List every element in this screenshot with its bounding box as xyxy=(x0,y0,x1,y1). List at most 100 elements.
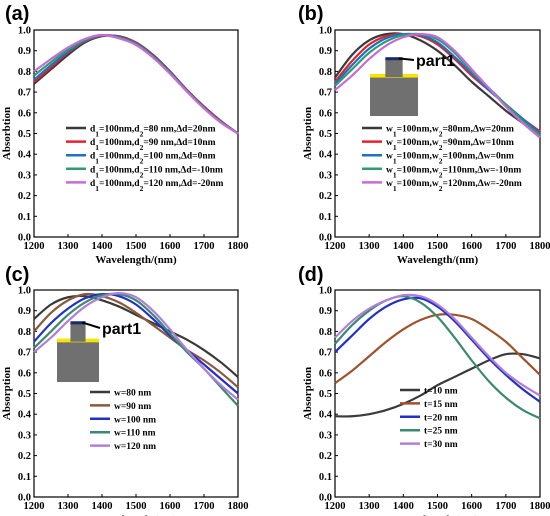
y-tick-label: 0.3 xyxy=(319,430,332,441)
x-tick-label: 1200 xyxy=(325,241,346,252)
x-tick-label: 1500 xyxy=(126,501,147,512)
x-tick-label: 1400 xyxy=(92,241,113,252)
y-tick-label: 0.8 xyxy=(319,67,332,78)
y-tick-label: 0.2 xyxy=(319,191,332,202)
x-tick-label: 1700 xyxy=(495,501,516,512)
x-tick-label: 1300 xyxy=(359,501,380,512)
y-tick-label: 0.9 xyxy=(18,46,31,57)
x-tick-label: 1800 xyxy=(530,501,550,512)
x-tick-label: 1500 xyxy=(126,241,147,252)
y-tick-label: 0.7 xyxy=(18,348,31,359)
inset-structure: part1 xyxy=(57,321,141,382)
series-line-3 xyxy=(334,32,541,135)
x-tick-label: 1200 xyxy=(325,501,346,512)
y-tick-label: 0.6 xyxy=(319,108,332,119)
legend-label-1: t=10 nm xyxy=(424,387,458,397)
y-tick-label: 0.7 xyxy=(18,88,31,99)
substrate-block xyxy=(57,340,99,382)
y-tick-label: 0.2 xyxy=(319,451,332,462)
x-tick-label: 1400 xyxy=(393,241,414,252)
y-tick-label: 0.9 xyxy=(319,46,332,57)
x-tick-label: 1700 xyxy=(194,241,215,252)
series-line-5 xyxy=(334,293,541,397)
y-tick-label: 0.8 xyxy=(319,327,332,338)
y-tick-label: 0.2 xyxy=(18,191,31,202)
pillar-block xyxy=(385,59,403,77)
y-tick-label: 0.3 xyxy=(319,170,332,181)
x-axis-label: Wavelength/(nm) xyxy=(397,514,479,516)
y-tick-label: 0.1 xyxy=(18,472,31,483)
y-tick-label: 0.4 xyxy=(18,410,32,421)
x-tick-label: 1300 xyxy=(58,241,79,252)
y-tick-label: 0.3 xyxy=(18,170,31,181)
top-strip xyxy=(385,57,403,61)
panel-label: (d) xyxy=(298,264,324,286)
legend-label-3: t=20 nm xyxy=(424,413,458,423)
legend-label-5: t=30 nm xyxy=(424,440,458,450)
legend-label-3: w1=100nm,w2=100nm,Δw=0nm xyxy=(386,152,514,166)
series-line-5 xyxy=(33,292,239,401)
series-line-3 xyxy=(33,292,239,395)
top-strip xyxy=(70,321,86,325)
x-tick-label: 1300 xyxy=(359,241,380,252)
y-tick-label: 0.8 xyxy=(18,67,31,78)
callout-pointer xyxy=(398,57,415,61)
x-tick-label: 1800 xyxy=(228,501,249,512)
legend-label-3: w=100 nm xyxy=(114,415,156,425)
legend-label-1: w=80 nm xyxy=(114,389,151,399)
x-tick-label: 1200 xyxy=(24,501,45,512)
y-tick-label: 0.5 xyxy=(18,129,31,140)
pillar-block xyxy=(70,323,86,342)
y-tick-label: 0.5 xyxy=(18,389,31,400)
series-line-1 xyxy=(334,352,541,418)
legend-label-5: w=120 nm xyxy=(114,442,156,452)
y-tick-label: 0.6 xyxy=(18,368,31,379)
x-tick-label: 1600 xyxy=(461,501,482,512)
y-tick-label: 0.1 xyxy=(319,472,332,483)
series-line-5 xyxy=(334,33,541,139)
x-axis-label: Wavelength/(nm) xyxy=(397,254,479,266)
legend-label-1: d1=100nm,d2=80 nm,Δd=20nm xyxy=(90,125,216,139)
y-tick-label: 0.1 xyxy=(319,212,332,223)
y-axis-label: Absorption xyxy=(302,107,314,160)
legend-label-3: d1=100nm,d2=100 nm,Δd=0nm xyxy=(90,152,216,166)
series-line-1 xyxy=(33,294,239,378)
legend-label-4: d1=100nm,d2=110 nm,Δd=-10nm xyxy=(90,165,223,179)
series-line-1 xyxy=(334,32,541,137)
legend-label-2: w1=100nm,w2=90nm,Δw=10nm xyxy=(386,138,514,152)
y-axis-label: Absorption xyxy=(302,367,314,420)
chart-panel-2: (b) 0.0 0.1 0.2 0.3 0.4 0.5 0.6 0.7 0.8 0.9 1.0 1200… xyxy=(298,3,550,266)
series-line-5 xyxy=(33,33,239,135)
x-axis-label: Wavelength/(nm) xyxy=(95,254,177,266)
y-tick-label: 0.5 xyxy=(319,389,332,400)
series-line-2 xyxy=(334,33,541,133)
x-tick-label: 1500 xyxy=(427,501,448,512)
y-tick-label: 0.9 xyxy=(18,306,31,317)
series-line-4 xyxy=(334,32,541,137)
x-tick-label: 1300 xyxy=(58,501,79,512)
y-tick-label: 0.4 xyxy=(319,410,333,421)
panel-label: (b) xyxy=(298,3,324,25)
legend-label-1: w1=100nm,w2=80nm,Δw=20nm xyxy=(386,125,514,139)
x-axis-label: Wavelength/(nm) xyxy=(95,514,177,516)
y-tick-label: 0.7 xyxy=(319,88,332,99)
y-tick-label: 0.0 xyxy=(18,233,31,244)
legend-label-4: w=110 nm xyxy=(114,429,156,439)
x-tick-label: 1700 xyxy=(194,501,215,512)
legend-label-2: d1=100nm,d2=90 nm,Δd=10nm xyxy=(90,138,216,152)
panel-label: (a) xyxy=(5,3,29,25)
series-line-4 xyxy=(334,295,541,420)
x-tick-label: 1800 xyxy=(530,241,550,252)
series-line-2 xyxy=(33,292,239,389)
y-tick-label: 0.0 xyxy=(319,493,332,504)
callout-label: part1 xyxy=(102,321,141,338)
x-tick-label: 1700 xyxy=(495,241,516,252)
chart-panel-4: (d) 0.0 0.1 0.2 0.3 0.4 0.5 0.6 0.7 0.8 0.9 1.0 1200… xyxy=(298,264,550,516)
y-tick-label: 1.0 xyxy=(18,286,31,297)
legend-label-5: d1=100nm,d2=120 nm,Δd=-20nm xyxy=(90,179,224,193)
callout-pointer xyxy=(81,321,101,329)
y-tick-label: 0.0 xyxy=(18,493,31,504)
y-tick-label: 0.6 xyxy=(18,108,31,119)
x-tick-label: 1600 xyxy=(160,241,181,252)
